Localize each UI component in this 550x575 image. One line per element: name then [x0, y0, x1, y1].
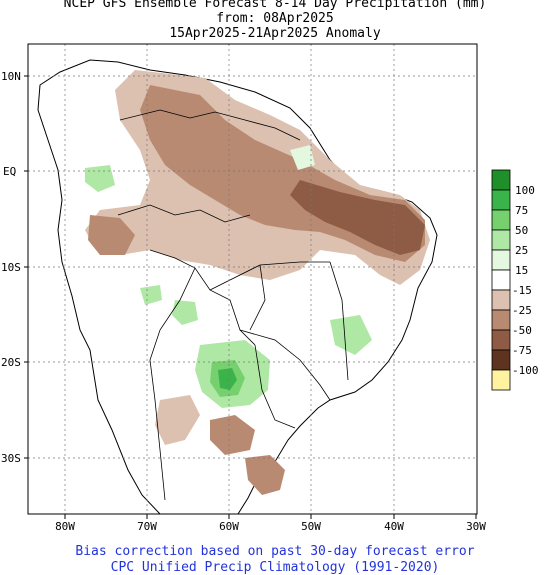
legend-swatch-25	[491, 229, 511, 251]
legend-label-m25: -25	[512, 304, 532, 317]
graticule	[28, 44, 477, 514]
legend-swatch-m50	[491, 329, 511, 351]
legend-swatch-m25	[491, 309, 511, 331]
legend-label-m100: -100	[512, 364, 539, 377]
legend: 100 75 50 25 15 -15 -25 -50 -75 -100	[491, 169, 539, 391]
map-area	[28, 44, 477, 514]
legend-swatch-75	[491, 189, 511, 211]
title-line-2: from: 08Apr2025	[216, 11, 334, 26]
lat-label-10s: 10S	[1, 261, 21, 274]
title-line-1: NCEP GFS Ensemble Forecast 8-14 Day Prec…	[63, 0, 487, 11]
lon-label-50w: 50W	[301, 520, 321, 533]
lat-label-10n: 10N	[1, 70, 21, 83]
title-line-3: 15Apr2025-21Apr2025 Anomaly	[169, 26, 381, 41]
lat-label-30s: 30S	[1, 452, 21, 465]
legend-label-m75: -75	[512, 344, 532, 357]
legend-swatch-15	[491, 249, 511, 271]
legend-swatch-m100	[491, 369, 511, 391]
footer-line-1: Bias correction based on past 30-day for…	[75, 544, 475, 559]
legend-label-25: 25	[515, 244, 528, 257]
lon-label-60w: 60W	[219, 520, 239, 533]
dry-anomaly-areas	[85, 70, 430, 495]
lon-label-40w: 40W	[384, 520, 404, 533]
footer-line-2: CPC Unified Precip Climatology (1991-202…	[110, 560, 440, 575]
lat-label-eq: EQ	[3, 165, 16, 178]
country-borders	[117, 109, 349, 501]
lon-label-70w: 70W	[137, 520, 157, 533]
legend-label-100: 100	[515, 184, 535, 197]
lat-label-20s: 20S	[1, 356, 21, 369]
legend-swatch-100	[491, 169, 511, 191]
legend-swatch-m75	[491, 349, 511, 371]
wet-anomaly-areas	[85, 145, 372, 408]
legend-label-75: 75	[515, 204, 528, 217]
legend-label-m50: -50	[512, 324, 532, 337]
lon-label-30w: 30W	[466, 520, 486, 533]
axis-ticks	[24, 75, 477, 519]
legend-swatch-50	[491, 209, 511, 231]
legend-swatch-zero	[491, 269, 511, 291]
map-frame	[27, 43, 478, 515]
legend-label-m15: -15	[512, 284, 532, 297]
lon-label-80w: 80W	[55, 520, 75, 533]
legend-label-15: 15	[515, 264, 528, 277]
legend-swatch-m15	[491, 289, 511, 311]
legend-label-50: 50	[515, 224, 528, 237]
